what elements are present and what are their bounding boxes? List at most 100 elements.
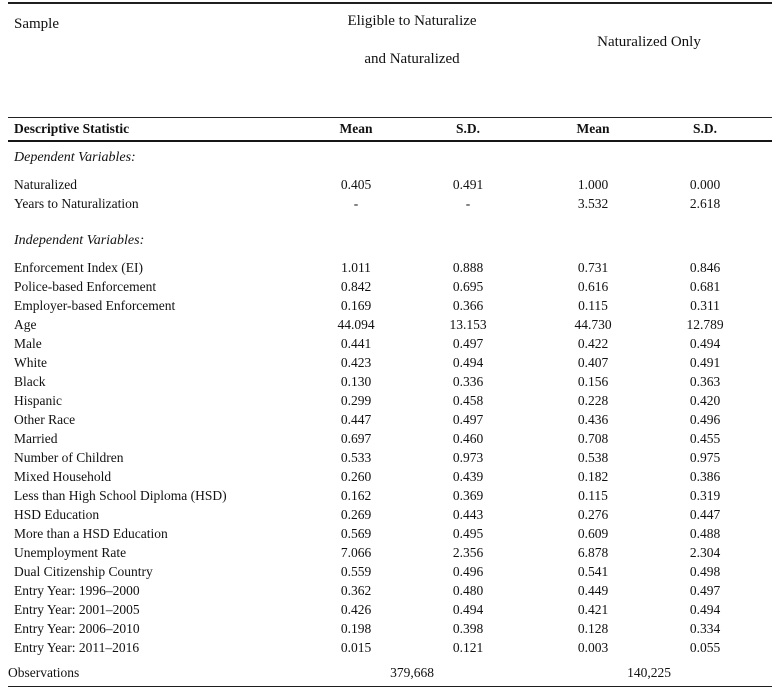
cell-value: 0.449 bbox=[577, 583, 609, 598]
cell-value: 0.156 bbox=[577, 374, 609, 389]
cell-value: 0.276 bbox=[577, 507, 609, 522]
cell-value: 0.336 bbox=[452, 374, 484, 389]
column-gap bbox=[524, 619, 537, 638]
cell-value: 0.169 bbox=[340, 298, 372, 313]
cell-value: 0.422 bbox=[577, 336, 609, 351]
cell-value: - bbox=[353, 196, 359, 211]
cell-value: 0.559 bbox=[340, 564, 372, 579]
column-gap bbox=[524, 296, 537, 315]
cell-value: 0.115 bbox=[578, 298, 608, 313]
row-label: Black bbox=[14, 374, 46, 389]
table-row: Entry Year: 2011–2016 0.015 0.121 0.003 0.05… bbox=[8, 638, 772, 657]
cell-value: 0.495 bbox=[452, 526, 484, 541]
observations-label: Observations bbox=[8, 665, 80, 680]
row-label: White bbox=[14, 355, 47, 370]
cell-value: 0.494 bbox=[452, 602, 484, 617]
column-gap bbox=[524, 467, 537, 486]
table-row: Employer-based Enforcement 0.169 0.366 0.11… bbox=[8, 296, 772, 315]
table-row: Mixed Household 0.260 0.439 0.182 0.386 bbox=[8, 467, 772, 486]
column-gap bbox=[524, 600, 537, 619]
cell-value: 0.538 bbox=[577, 450, 609, 465]
table-row: Naturalized 0.405 0.491 1.000 0.000 bbox=[8, 175, 772, 194]
cell-value: 0.455 bbox=[689, 431, 721, 446]
row-label: Married bbox=[14, 431, 58, 446]
cell-value: 0.299 bbox=[340, 393, 372, 408]
row-label: Number of Children bbox=[14, 450, 124, 465]
cell-value: 0.115 bbox=[578, 488, 608, 503]
cell-value: - bbox=[465, 196, 471, 211]
table-row: Enforcement Index (EI) 1.011 0.888 0.731 0.8… bbox=[8, 258, 772, 277]
cell-value: 0.439 bbox=[452, 469, 484, 484]
observations-row: Observations 379,668 140,225 bbox=[8, 663, 772, 686]
sample-label: Sample bbox=[14, 16, 59, 32]
column-header-mean-1: Mean bbox=[339, 121, 373, 136]
cell-value: 0.494 bbox=[689, 602, 721, 617]
cell-value: 0.128 bbox=[577, 621, 609, 636]
cell-value: 0.130 bbox=[340, 374, 372, 389]
row-label: Entry Year: 2006–2010 bbox=[14, 621, 140, 636]
row-label: More than a HSD Education bbox=[14, 526, 168, 541]
section-label: Independent Variables: bbox=[14, 233, 145, 248]
cell-value: 0.055 bbox=[689, 640, 721, 655]
section-label: Dependent Variables: bbox=[14, 150, 136, 165]
cell-value: 0.405 bbox=[340, 177, 372, 192]
cell-value: 0.319 bbox=[689, 488, 721, 503]
cell-value: 0.460 bbox=[452, 431, 484, 446]
column-gap bbox=[524, 119, 537, 138]
column-header-sd-1: S.D. bbox=[455, 121, 480, 136]
row-label: Years to Naturalization bbox=[14, 196, 139, 211]
cell-value: 0.846 bbox=[689, 260, 721, 275]
table-row: Male 0.441 0.497 0.422 0.494 bbox=[8, 334, 772, 353]
descriptive-statistics-table: Sample Eligible to Naturalize and Natura… bbox=[8, 2, 772, 690]
cell-value: 0.496 bbox=[452, 564, 484, 579]
row-label: HSD Education bbox=[14, 507, 100, 522]
group-header-line1: Eligible to Naturalize bbox=[347, 13, 477, 29]
column-gap bbox=[524, 543, 537, 562]
column-gap bbox=[524, 353, 537, 372]
cell-value: 2.356 bbox=[452, 545, 484, 560]
cell-value: 0.426 bbox=[340, 602, 372, 617]
cell-value: 0.362 bbox=[340, 583, 372, 598]
column-gap bbox=[524, 410, 537, 429]
table-row: Dual Citizenship Country 0.559 0.496 0.541 0… bbox=[8, 562, 772, 581]
row-label: Age bbox=[14, 317, 37, 332]
cell-value: 0.708 bbox=[577, 431, 609, 446]
table-row: Entry Year: 1996–2000 0.362 0.480 0.449 0.49… bbox=[8, 581, 772, 600]
cell-value: 0.369 bbox=[452, 488, 484, 503]
column-gap bbox=[524, 524, 537, 543]
observations-value-naturalized: 140,225 bbox=[627, 665, 671, 680]
cell-value: 0.609 bbox=[577, 526, 609, 541]
row-label: Entry Year: 1996–2000 bbox=[14, 583, 140, 598]
column-header-row: Descriptive Statistic Mean S.D. Mean S.D… bbox=[8, 117, 772, 142]
cell-value: 0.496 bbox=[689, 412, 721, 427]
cell-value: 0.198 bbox=[340, 621, 372, 636]
row-label: Dual Citizenship Country bbox=[14, 564, 153, 579]
table-header-block: Sample Eligible to Naturalize and Natura… bbox=[8, 4, 772, 117]
cell-value: 0.842 bbox=[340, 279, 372, 294]
column-gap bbox=[524, 277, 537, 296]
cell-value: 0.421 bbox=[577, 602, 609, 617]
column-header-mean-2: Mean bbox=[576, 121, 610, 136]
table-row: Entry Year: 2006–2010 0.198 0.398 0.128 0.33… bbox=[8, 619, 772, 638]
column-header-stat: Descriptive Statistic bbox=[14, 121, 130, 136]
cell-value: 0.488 bbox=[689, 526, 721, 541]
group-header-eligible: Eligible to Naturalize and Naturalized bbox=[300, 4, 524, 117]
cell-value: 0.003 bbox=[577, 640, 609, 655]
cell-value: 0.498 bbox=[689, 564, 721, 579]
group-header-naturalized-only: Naturalized Only bbox=[597, 34, 701, 50]
table-body: Dependent Variables: Naturalized 0.405 0.49… bbox=[8, 148, 772, 657]
cell-value: 0.695 bbox=[452, 279, 484, 294]
cell-value: 0.441 bbox=[340, 336, 372, 351]
column-gap bbox=[524, 391, 537, 410]
cell-value: 0.731 bbox=[577, 260, 609, 275]
cell-value: 0.407 bbox=[577, 355, 609, 370]
cell-value: 0.269 bbox=[340, 507, 372, 522]
column-header-sd-2: S.D. bbox=[692, 121, 717, 136]
observations-value-eligible: 379,668 bbox=[390, 665, 434, 680]
cell-value: 0.366 bbox=[452, 298, 484, 313]
cell-value: 0.480 bbox=[452, 583, 484, 598]
cell-value: 0.398 bbox=[452, 621, 484, 636]
column-gap bbox=[524, 486, 537, 505]
column-gap bbox=[524, 334, 537, 353]
